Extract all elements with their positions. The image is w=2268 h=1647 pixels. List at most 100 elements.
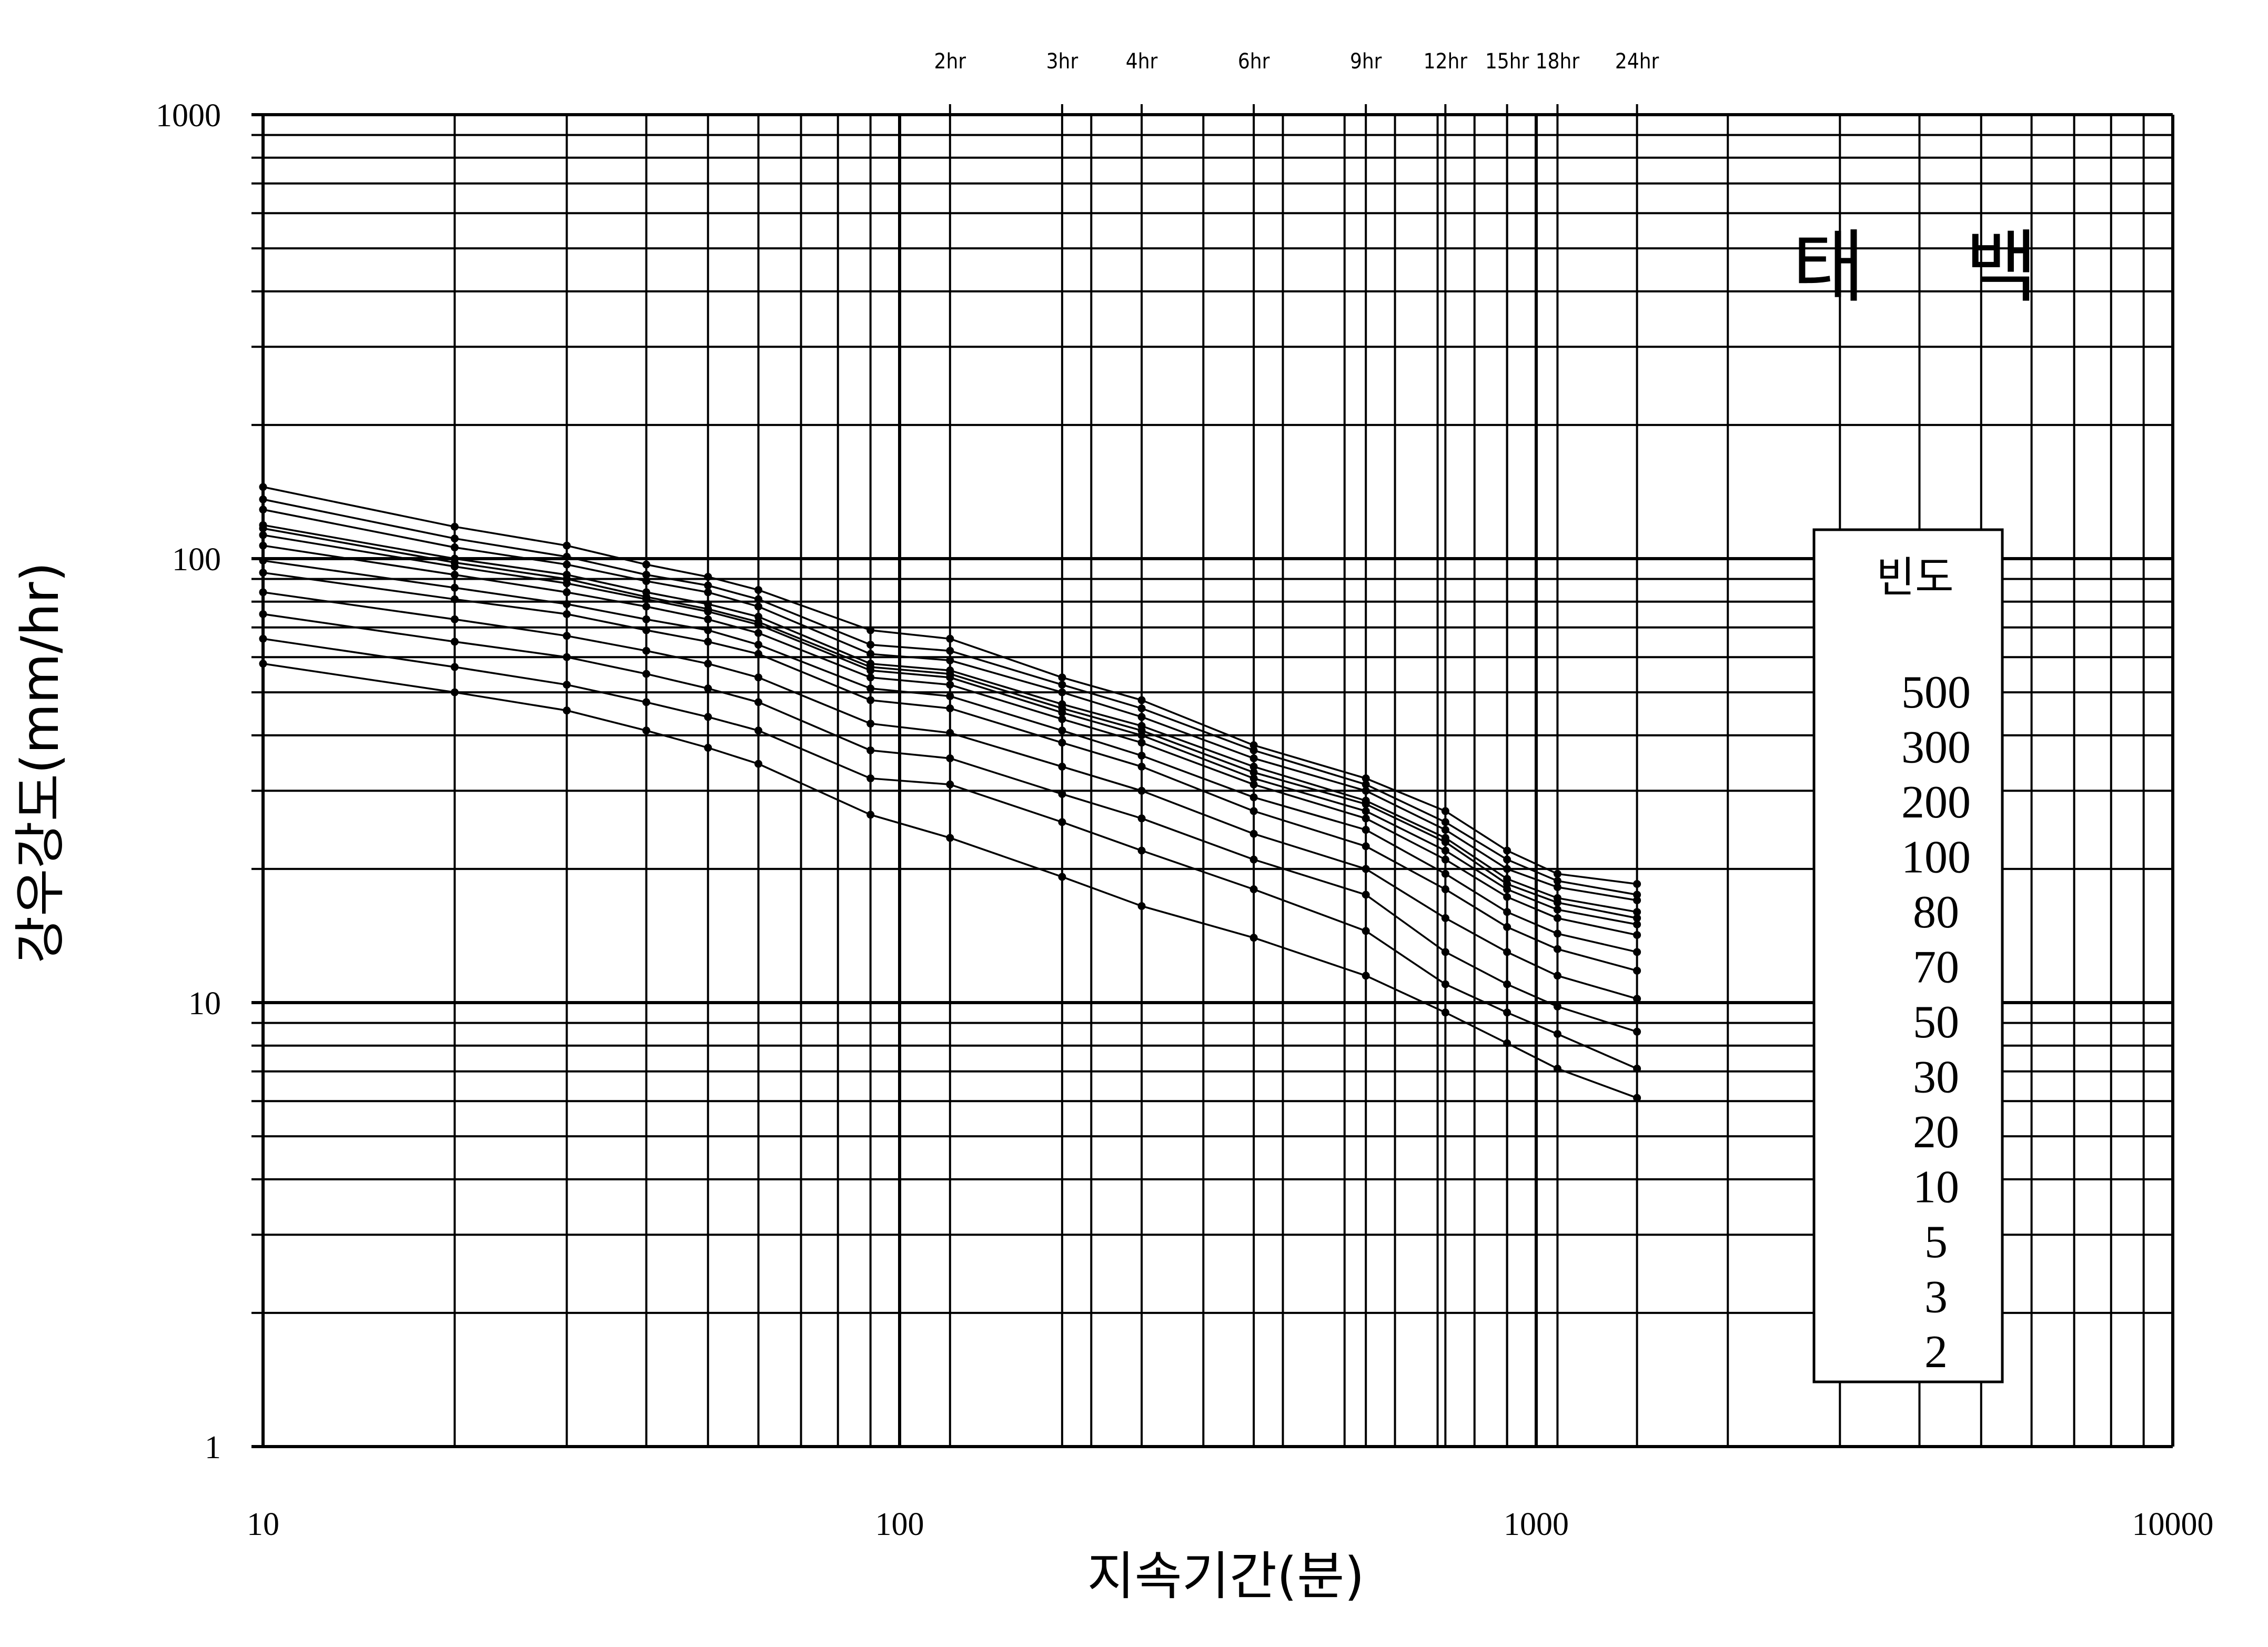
data-point-2 — [866, 811, 875, 819]
series-line-5 — [263, 613, 1638, 1033]
data-point-50 — [1553, 914, 1561, 922]
data-point-50 — [1249, 780, 1258, 789]
data-point-500 — [704, 573, 712, 581]
data-point-10 — [1137, 786, 1146, 795]
data-point-10 — [1058, 762, 1066, 771]
data-point-200 — [1503, 865, 1511, 873]
data-point-10 — [1553, 972, 1561, 980]
duration-label: 3hr — [1046, 49, 1078, 74]
series-line-2 — [263, 662, 1638, 1099]
data-point-3 — [259, 634, 267, 643]
y-tick-label: 1 — [205, 1430, 221, 1466]
data-point-3 — [1441, 980, 1449, 988]
data-point-200 — [866, 650, 875, 658]
data-point-2 — [259, 660, 267, 668]
data-point-70 — [562, 579, 571, 588]
x-tick-label: 100 — [875, 1507, 924, 1542]
data-point-3 — [1362, 927, 1370, 935]
data-point-50 — [1633, 931, 1641, 939]
data-point-10 — [1633, 995, 1641, 1003]
legend-entry: 50 — [1913, 997, 1959, 1048]
data-point-30 — [1249, 793, 1258, 802]
data-point-70 — [866, 666, 875, 675]
series-line-200 — [263, 508, 1637, 902]
data-point-500 — [754, 586, 763, 594]
series-line-30 — [263, 559, 1637, 953]
data-point-50 — [1503, 893, 1511, 901]
data-point-2 — [754, 760, 763, 768]
data-point-80 — [1633, 914, 1641, 922]
data-point-300 — [1249, 746, 1258, 754]
data-point-30 — [946, 692, 954, 700]
legend-title: 빈도 — [1876, 553, 1953, 602]
data-point-5 — [1441, 948, 1449, 956]
data-point-200 — [642, 577, 650, 585]
data-point-20 — [946, 704, 954, 713]
data-point-3 — [1633, 1065, 1641, 1073]
legend-entry: 5 — [1924, 1217, 1948, 1268]
data-point-50 — [1058, 715, 1066, 723]
data-point-30 — [1553, 929, 1561, 938]
data-point-2 — [704, 744, 712, 752]
data-point-20 — [1362, 842, 1370, 851]
data-point-80 — [1362, 800, 1370, 809]
data-point-70 — [754, 621, 763, 629]
legend-entry: 80 — [1913, 887, 1959, 938]
data-point-3 — [1058, 818, 1066, 826]
data-point-70 — [704, 608, 712, 616]
data-point-70 — [1362, 807, 1370, 815]
data-point-30 — [1362, 826, 1370, 834]
data-point-3 — [450, 663, 459, 671]
data-point-5 — [866, 746, 875, 754]
legend-entry: 300 — [1901, 722, 1971, 773]
tick-labels: 10 100 1000 10000 1 10 100 1000 — [156, 98, 2214, 1542]
series-line-500 — [263, 486, 1637, 885]
data-point-5 — [1137, 814, 1146, 823]
data-point-20 — [1058, 739, 1066, 747]
data-point-2 — [642, 726, 650, 735]
y-tick-label: 10 — [188, 986, 221, 1022]
duration-label: 24hr — [1615, 49, 1659, 74]
data-point-10 — [1441, 914, 1449, 922]
data-point-20 — [1503, 923, 1511, 931]
legend-box — [1812, 528, 2004, 1383]
data-point-3 — [1503, 1008, 1511, 1017]
data-point-10 — [946, 729, 954, 737]
data-point-2 — [450, 688, 459, 696]
series-group — [259, 483, 1641, 1102]
data-point-30 — [642, 615, 650, 623]
legend-entry: 3 — [1924, 1272, 1948, 1323]
data-point-300 — [704, 581, 712, 590]
data-point-50 — [259, 541, 267, 550]
y-tick-label: 100 — [172, 542, 221, 578]
data-point-70 — [1137, 731, 1146, 740]
data-point-300 — [1058, 681, 1066, 689]
data-point-70 — [450, 562, 459, 571]
data-point-2 — [1553, 1065, 1561, 1073]
data-point-20 — [1633, 966, 1641, 975]
data-point-200 — [450, 543, 459, 552]
data-point-200 — [1441, 826, 1449, 834]
x-axis-label: 지속기간(분) — [1087, 1547, 1364, 1606]
data-point-50 — [1362, 814, 1370, 823]
data-point-10 — [866, 720, 875, 728]
data-point-50 — [866, 673, 875, 682]
y-tick-label: 1000 — [156, 98, 221, 134]
series-line-3 — [263, 638, 1638, 1070]
data-point-50 — [946, 681, 954, 689]
data-point-200 — [562, 560, 571, 569]
data-point-5 — [1058, 790, 1066, 798]
data-point-5 — [1249, 855, 1258, 864]
data-point-500 — [642, 560, 650, 569]
duration-label: 15hr — [1485, 49, 1529, 74]
data-point-10 — [259, 588, 267, 597]
data-point-300 — [1633, 891, 1641, 899]
data-point-10 — [754, 673, 763, 682]
data-point-10 — [1503, 948, 1511, 956]
data-point-3 — [704, 713, 712, 721]
duration-label: 6hr — [1238, 49, 1270, 74]
data-point-50 — [642, 602, 650, 611]
data-point-300 — [1137, 704, 1146, 713]
